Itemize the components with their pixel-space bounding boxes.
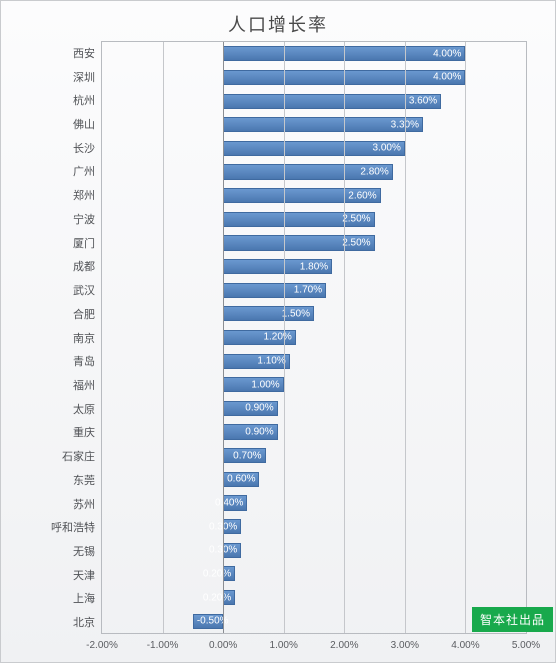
- gridline: [405, 42, 406, 633]
- x-tick-label: 4.00%: [451, 640, 479, 651]
- data-bar: 0.60%: [223, 472, 259, 487]
- y-category-label: 广州: [73, 163, 95, 179]
- y-category-label: 福州: [73, 377, 95, 393]
- gridline: [163, 42, 164, 633]
- y-category-label: 佛山: [73, 116, 95, 132]
- gridline: [465, 42, 466, 633]
- y-category-label: 成都: [73, 258, 95, 274]
- y-category-label: 深圳: [73, 69, 95, 85]
- x-tick-label: -1.00%: [147, 640, 179, 651]
- bar-value-label: 0.40%: [215, 497, 243, 508]
- bar-value-label: 0.70%: [233, 450, 261, 461]
- data-bar: 0.20%: [223, 566, 235, 581]
- y-category-label: 苏州: [73, 496, 95, 512]
- data-bar: 1.50%: [223, 306, 314, 321]
- bar-value-label: 1.10%: [257, 356, 285, 367]
- bar-value-label: 0.90%: [245, 427, 273, 438]
- y-category-label: 合肥: [73, 306, 95, 322]
- y-category-label: 青岛: [73, 353, 95, 369]
- y-category-label: 西安: [73, 45, 95, 61]
- y-category-label: 重庆: [73, 424, 95, 440]
- data-bar: 0.90%: [223, 401, 278, 416]
- bar-value-label: 0.60%: [227, 474, 255, 485]
- bar-value-label: 0.20%: [203, 568, 231, 579]
- y-category-label: 呼和浩特: [51, 519, 95, 535]
- y-category-label: 郑州: [73, 187, 95, 203]
- y-category-label: 无锡: [73, 543, 95, 559]
- x-tick-label: 5.00%: [512, 640, 540, 651]
- data-bar: 2.50%: [223, 212, 374, 227]
- data-bar: 1.80%: [223, 259, 332, 274]
- data-bar: 1.00%: [223, 377, 284, 392]
- bar-value-label: 0.20%: [203, 592, 231, 603]
- bar-value-label: 2.80%: [360, 167, 388, 178]
- data-bar: 0.90%: [223, 424, 278, 439]
- y-category-label: 杭州: [73, 92, 95, 108]
- bar-value-label: 1.80%: [300, 261, 328, 272]
- data-bar: 0.70%: [223, 448, 265, 463]
- y-axis-labels: 西安深圳杭州佛山长沙广州郑州宁波厦门成都武汉合肥南京青岛福州太原重庆石家庄东莞苏…: [1, 41, 99, 634]
- y-category-label: 武汉: [73, 282, 95, 298]
- y-category-label: 东莞: [73, 472, 95, 488]
- data-bar: 1.10%: [223, 354, 290, 369]
- bar-value-label: 1.00%: [251, 379, 279, 390]
- bar-value-label: 1.50%: [282, 308, 310, 319]
- watermark-badge: 智本社出品: [472, 607, 553, 632]
- data-bar: 1.20%: [223, 330, 296, 345]
- data-bar: 0.30%: [223, 543, 241, 558]
- data-bar: 0.30%: [223, 519, 241, 534]
- x-tick-label: -2.00%: [86, 640, 118, 651]
- y-category-label: 北京: [73, 614, 95, 630]
- data-bar: 2.80%: [223, 164, 393, 179]
- gridline: [344, 42, 345, 633]
- bars-layer: 4.00% 4.00% 3.60% 3.30% 3.00% 2.80% 2.60% 2.50%…: [102, 42, 526, 633]
- y-category-label: 太原: [73, 401, 95, 417]
- bar-value-label: 2.50%: [342, 237, 370, 248]
- data-bar: 0.40%: [223, 495, 247, 510]
- x-tick-label: 0.00%: [209, 640, 237, 651]
- y-category-label: 宁波: [73, 211, 95, 227]
- bar-value-label: 1.70%: [294, 285, 322, 296]
- bar-value-label: 3.00%: [372, 143, 400, 154]
- bar-value-label: 1.20%: [263, 332, 291, 343]
- y-category-label: 厦门: [73, 235, 95, 251]
- plot-area: 4.00% 4.00% 3.60% 3.30% 3.00% 2.80% 2.60% 2.50%…: [101, 41, 527, 634]
- data-bar: 3.00%: [223, 141, 405, 156]
- y-category-label: 长沙: [73, 140, 95, 156]
- y-category-label: 上海: [73, 590, 95, 606]
- y-category-label: 南京: [73, 330, 95, 346]
- x-tick-label: 2.00%: [330, 640, 358, 651]
- bar-value-label: 0.90%: [245, 403, 273, 414]
- data-bar: -0.50%: [193, 614, 223, 629]
- gridline: [284, 42, 285, 633]
- y-category-label: 石家庄: [62, 448, 95, 464]
- chart-container: 人口增长率 西安深圳杭州佛山长沙广州郑州宁波厦门成都武汉合肥南京青岛福州太原重庆…: [0, 0, 556, 663]
- bar-value-label: 2.50%: [342, 214, 370, 225]
- data-bar: 3.30%: [223, 117, 423, 132]
- chart-title: 人口增长率: [1, 1, 555, 37]
- bar-value-label: 4.00%: [433, 72, 461, 83]
- x-tick-label: 1.00%: [270, 640, 298, 651]
- bar-value-label: 2.60%: [348, 190, 376, 201]
- data-bar: 0.20%: [223, 590, 235, 605]
- data-bar: 2.60%: [223, 188, 380, 203]
- data-bar: 2.50%: [223, 235, 374, 250]
- x-tick-label: 3.00%: [391, 640, 419, 651]
- y-category-label: 天津: [73, 567, 95, 583]
- zero-gridline: [223, 42, 224, 633]
- bar-value-label: 4.00%: [433, 48, 461, 59]
- data-bar: 3.60%: [223, 94, 441, 109]
- bar-value-label: 3.60%: [409, 96, 437, 107]
- data-bar: 1.70%: [223, 283, 326, 298]
